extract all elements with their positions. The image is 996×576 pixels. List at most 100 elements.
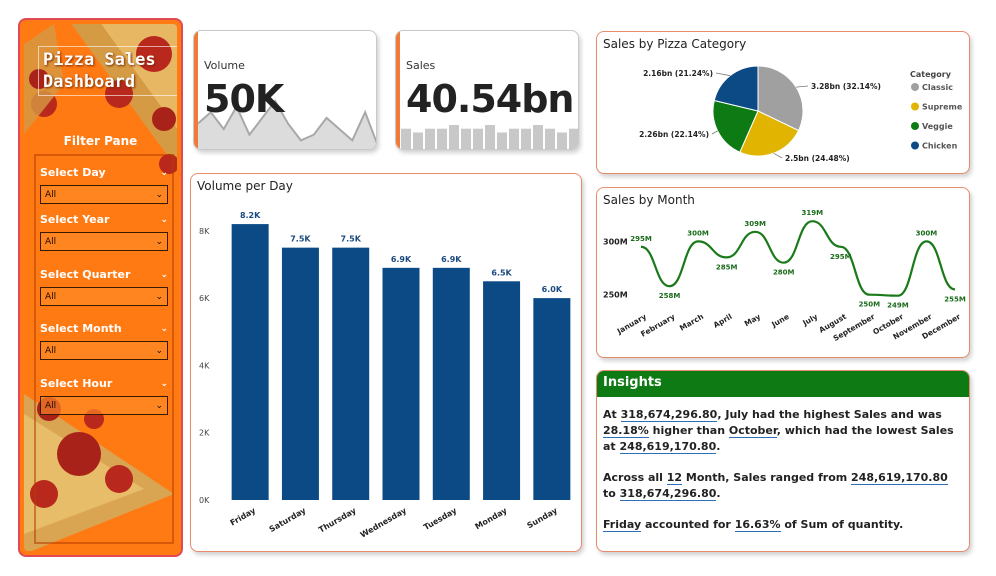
- legend-entry: Veggie: [922, 122, 953, 131]
- spark-bar: [437, 128, 447, 149]
- spark-bar: [497, 132, 507, 149]
- pie-slice: [757, 65, 804, 132]
- y-tick-label: 4K: [199, 361, 210, 370]
- volume-per-day-chart: 0K 2K 4K 6K 8K 8.2K Friday 7.5K Saturday 7.5K Thur…: [199, 211, 571, 540]
- bar: [533, 298, 571, 500]
- pie-leader-line: [796, 85, 809, 88]
- legend-swatch: [911, 141, 919, 150]
- bar: [281, 247, 319, 500]
- insights-title: Insights: [597, 371, 969, 397]
- year-select[interactable]: All ⌄: [40, 232, 168, 251]
- sparkline-line: [197, 99, 376, 144]
- x-tick-label: April: [712, 312, 734, 330]
- chevron-down-icon: ⌄: [155, 189, 163, 200]
- slicer-label: Select Month: [40, 322, 122, 335]
- spark-bar: [485, 125, 495, 149]
- card-accent: [194, 31, 198, 149]
- sales-line: [640, 220, 956, 297]
- bar: [483, 281, 521, 500]
- pie-data-label: 2.5bn (24.48%): [785, 154, 850, 163]
- line-data-label: 295M: [630, 235, 652, 243]
- line-data-label: 250M: [859, 301, 881, 309]
- bar-data-label: 6.9K: [441, 255, 462, 264]
- bar: [332, 247, 370, 500]
- quarter-select[interactable]: All ⌄: [40, 287, 168, 306]
- volume-sparkline: [197, 99, 376, 149]
- pie-slice: [739, 110, 800, 157]
- pie-slice: [713, 65, 759, 112]
- volume-value: 50K: [204, 77, 284, 121]
- slicer-hour: Select Hour ⌄ All ⌄: [40, 377, 168, 415]
- bar: [432, 267, 470, 500]
- day-select[interactable]: All ⌄: [40, 185, 168, 204]
- bar-data-label: 7.5K: [341, 235, 362, 244]
- sales-by-category-chart: 3.28bn (32.14%) 2.5bn (24.48%) 2.26bn (22.…: [639, 65, 963, 163]
- pie-leader-line: [773, 152, 783, 159]
- chevron-down-icon[interactable]: ⌄: [160, 378, 168, 389]
- pie-leader-line: [711, 130, 718, 135]
- sales-kpi-card[interactable]: Sales 40.54bn: [395, 30, 579, 150]
- slicer-year: Select Year ⌄ All ⌄: [40, 213, 168, 251]
- volume-per-day-card[interactable]: Volume per Day 0K 2K 4K 6K 8K 8.2K Friday 7.5K S…: [190, 173, 582, 552]
- sales-value: 40.54bn: [406, 77, 574, 121]
- y-tick-label: 6K: [199, 294, 210, 303]
- pie-leader-line: [715, 72, 731, 77]
- legend-entry: Classic: [922, 83, 953, 92]
- spark-bar: [425, 128, 435, 149]
- x-tick-label: March: [678, 312, 705, 333]
- sales-by-category-card[interactable]: Sales by Pizza Category 3.28bn (32.14%) 2…: [596, 31, 970, 174]
- chart-title: Sales by Month: [603, 193, 695, 207]
- line-data-label: 300M: [687, 229, 709, 237]
- slicer-label: Select Year: [40, 213, 110, 226]
- sales-by-month-chart: 300M 250M 295M 258M 300M 285M 309M 280M 319M 295M…: [603, 209, 966, 343]
- insight-paragraph: Across all 12 Month, Sales ranged from 2…: [603, 471, 948, 501]
- x-tick-label: July: [800, 312, 819, 328]
- sales-by-month-card[interactable]: Sales by Month 300M 250M 295M 258M 300M 285M 3…: [596, 187, 970, 358]
- y-tick-label: 0K: [199, 496, 210, 505]
- spark-bar: [557, 132, 567, 149]
- spark-bar: [545, 128, 555, 149]
- legend-swatch: [911, 102, 919, 111]
- x-tick-label: May: [743, 312, 762, 328]
- line-data-label: 295M: [830, 253, 852, 261]
- line-data-label: 258M: [659, 292, 681, 300]
- pie-data-label: 2.16bn (21.24%): [643, 69, 713, 78]
- slicer-label: Select Hour: [40, 377, 113, 390]
- chevron-down-icon[interactable]: ⌄: [160, 214, 168, 225]
- volume-kpi-card[interactable]: Volume 50K: [193, 30, 377, 150]
- card-accent: [396, 31, 400, 149]
- dashboard-title: Pizza Sales Dashboard: [38, 46, 177, 96]
- chevron-down-icon[interactable]: ⌄: [160, 269, 168, 280]
- spark-bar: [449, 125, 459, 149]
- chevron-down-icon[interactable]: ⌄: [160, 323, 168, 334]
- filter-pane-label: Filter Pane: [63, 134, 138, 148]
- line-data-label: 249M: [887, 302, 909, 310]
- bar-data-label: 8.2K: [240, 211, 261, 220]
- y-tick-label: 250M: [603, 291, 628, 300]
- line-data-label: 300M: [916, 229, 938, 237]
- sales-label: Sales: [406, 59, 436, 72]
- hour-select[interactable]: All ⌄: [40, 396, 168, 415]
- x-tick-label: Saturday: [268, 506, 308, 535]
- insight-paragraph: Friday accounted for 16.63% of Sum of qu…: [603, 518, 904, 532]
- spark-bar: [509, 128, 519, 149]
- slicer-label: Select Quarter: [40, 268, 131, 281]
- spark-bar: [461, 128, 471, 149]
- line-data-label: 319M: [801, 209, 823, 217]
- volume-label: Volume: [204, 59, 245, 72]
- chart-title: Volume per Day: [197, 179, 293, 193]
- chevron-down-icon: ⌄: [155, 236, 163, 247]
- chevron-down-icon[interactable]: ⌄: [160, 167, 168, 178]
- slicer-label: Select Day: [40, 166, 106, 179]
- line-data-label: 285M: [716, 263, 738, 271]
- chevron-down-icon: ⌄: [155, 345, 163, 356]
- bar-data-label: 6.9K: [391, 255, 412, 264]
- slicer-day: Select Day ⌄ All ⌄: [40, 166, 168, 204]
- bar-data-label: 7.5K: [290, 235, 311, 244]
- x-tick-label: Wednesday: [359, 506, 409, 540]
- bar: [382, 267, 420, 500]
- month-select[interactable]: All ⌄: [40, 341, 168, 360]
- chevron-down-icon: ⌄: [155, 291, 163, 302]
- x-tick-label: Monday: [474, 506, 510, 532]
- chevron-down-icon: ⌄: [155, 400, 163, 411]
